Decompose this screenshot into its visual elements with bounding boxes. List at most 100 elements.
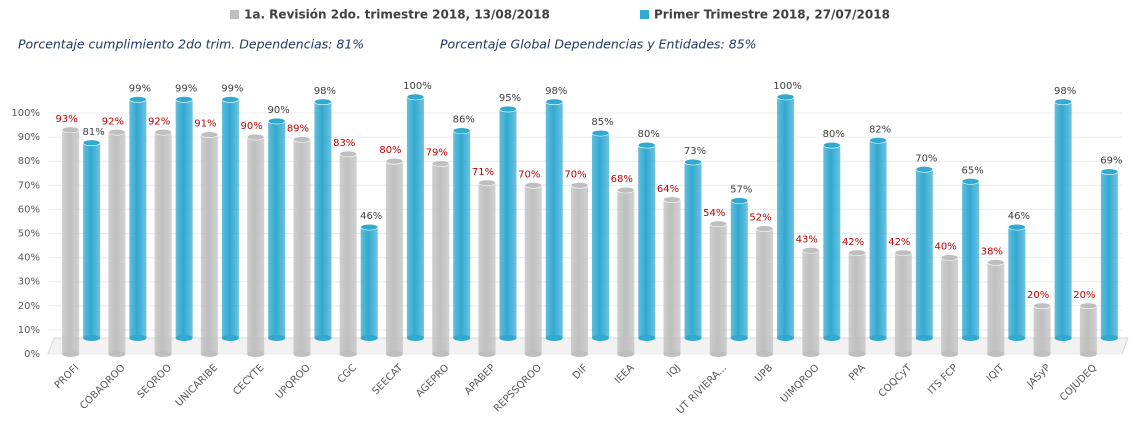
bar-top — [108, 128, 126, 136]
bar-base — [406, 335, 424, 341]
bar-base — [869, 335, 887, 341]
bar — [129, 99, 147, 338]
bar-base — [592, 335, 609, 341]
bar-top — [663, 196, 681, 204]
bar-base — [499, 335, 517, 341]
bar-top — [129, 96, 147, 103]
bar-base — [802, 351, 820, 357]
bar-top — [848, 249, 866, 257]
x-tick-label: UT RIVIERA... — [675, 362, 729, 416]
y-tick-label: 90% — [18, 132, 40, 143]
bar — [823, 145, 841, 338]
value-label: 98% — [545, 86, 567, 97]
bar-base — [571, 351, 588, 357]
value-label: 99% — [221, 83, 243, 94]
value-label: 98% — [1054, 86, 1076, 97]
bar-base — [1033, 351, 1051, 357]
bar-top — [776, 93, 795, 101]
bar — [406, 97, 424, 338]
value-label: 98% — [314, 86, 336, 97]
bar-base — [129, 335, 147, 341]
value-label: 80% — [379, 145, 401, 156]
y-tick-label: 100% — [11, 108, 40, 119]
bar-top — [406, 93, 425, 101]
value-label: 54% — [703, 208, 725, 219]
bar — [545, 101, 563, 338]
bar-base — [1008, 335, 1026, 341]
bar-base — [823, 335, 841, 341]
bar-top — [709, 220, 728, 228]
bar-top — [61, 126, 80, 134]
bar-base — [684, 335, 702, 341]
value-label: 69% — [1100, 156, 1122, 167]
bar — [314, 101, 332, 338]
legend-label: Primer Trimestre 2018, 27/07/2018 — [654, 8, 890, 22]
bar-top — [940, 254, 959, 261]
x-tick-label: PROFI — [53, 362, 82, 391]
bar-base — [385, 351, 403, 357]
bar-base — [663, 351, 681, 357]
annotation: Porcentaje Global Dependencias y Entidad… — [440, 37, 757, 52]
bar-top — [987, 259, 1005, 266]
bar-top — [755, 225, 774, 232]
value-label: 70% — [564, 169, 586, 180]
bar-base — [154, 351, 172, 357]
bar — [478, 182, 496, 354]
value-label: 70% — [518, 169, 540, 180]
value-label: 80% — [823, 129, 845, 140]
x-tick-label: UIMQROO — [779, 362, 822, 405]
bar-top — [221, 96, 240, 103]
bar-base — [545, 335, 563, 341]
bar — [1054, 101, 1072, 338]
bar-base — [175, 335, 193, 341]
bar-base — [915, 335, 933, 341]
x-tick-label: CGC — [336, 362, 359, 385]
bar — [268, 121, 286, 338]
bar-top — [802, 247, 820, 254]
bar-base — [293, 351, 311, 357]
x-tick-label: PPA — [847, 362, 868, 383]
bar-base — [894, 351, 912, 357]
bar — [339, 153, 357, 354]
bar — [293, 139, 311, 354]
x-tick-label: IQIT — [985, 362, 1007, 384]
bar-top — [591, 129, 610, 137]
value-label: 90% — [268, 105, 290, 116]
bar-top — [961, 178, 980, 185]
bar — [802, 250, 820, 354]
y-tick-label: 50% — [18, 229, 40, 240]
bar-top — [570, 182, 589, 189]
value-label: 93% — [56, 114, 78, 125]
bar-base — [987, 351, 1005, 357]
bar — [247, 137, 265, 354]
value-label: 85% — [591, 117, 613, 128]
bar — [432, 163, 450, 354]
bar-base — [108, 351, 126, 357]
value-label: 38% — [981, 246, 1003, 257]
x-tick-label: CECYTE — [231, 362, 266, 397]
x-tick-label: UNICARIBE — [174, 362, 220, 408]
x-tick-label: APABEP — [463, 362, 498, 397]
bar — [869, 140, 887, 338]
value-label: 20% — [1027, 290, 1049, 301]
bar-top — [478, 179, 496, 187]
x-tick-label: SEECAT — [370, 362, 405, 397]
bar — [962, 181, 980, 338]
legend-label: 1a. Revisión 2do. trimestre 2018, 13/08/… — [244, 8, 550, 22]
value-label: 81% — [83, 127, 105, 138]
bar — [154, 132, 172, 354]
bar-base — [62, 351, 80, 357]
bar-base — [360, 335, 378, 341]
bar-base — [524, 351, 542, 357]
bar-top — [869, 137, 887, 144]
bar — [987, 262, 1005, 354]
value-label: 71% — [472, 167, 494, 178]
y-tick-label: 10% — [18, 325, 40, 336]
y-tick-label: 60% — [18, 204, 40, 215]
bar-top — [82, 139, 101, 147]
value-label: 64% — [657, 184, 679, 195]
value-label: 92% — [102, 116, 124, 127]
bar-top — [1100, 168, 1119, 176]
value-label: 80% — [638, 129, 660, 140]
